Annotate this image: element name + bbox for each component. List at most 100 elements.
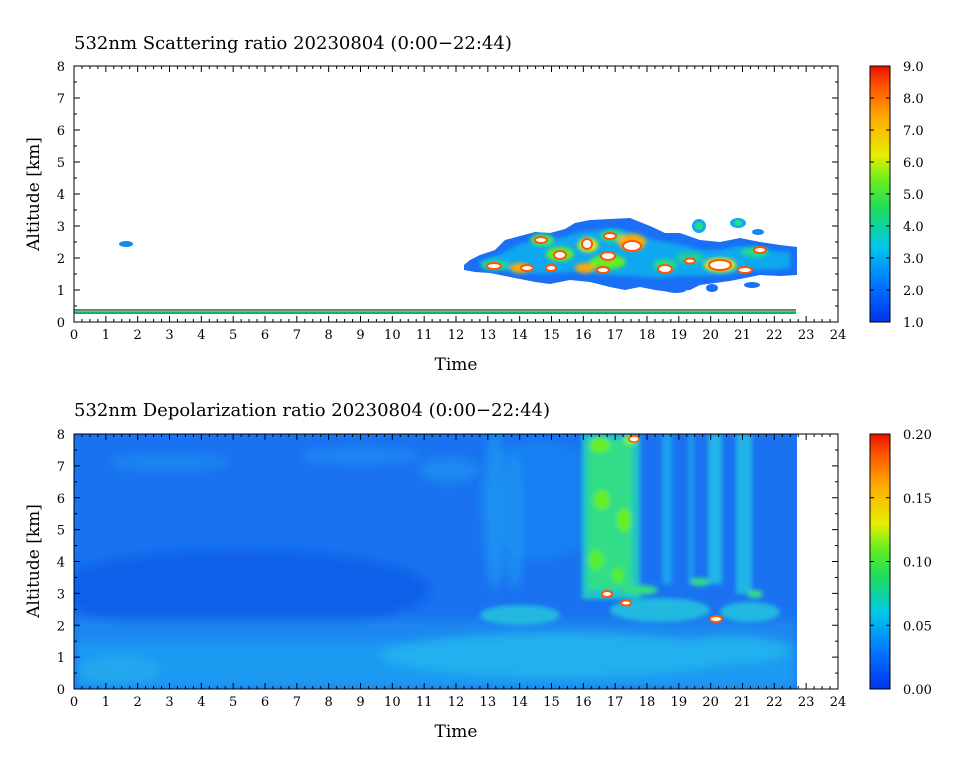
x-tick-label: 6: [261, 695, 269, 710]
depol-cloud-speckle: [480, 605, 560, 625]
x-tick-label: 17: [607, 328, 624, 343]
depol-high-spot: [709, 615, 723, 623]
cloud-core: [600, 251, 616, 261]
x-tick-label: 1: [102, 328, 110, 343]
surface-layer-band-top: [74, 309, 796, 311]
y-tick-label: 6: [57, 492, 65, 507]
y-tick-label: 3: [57, 587, 65, 602]
chart-title-depolarization: 532nm Depolarization ratio 20230804 (0:0…: [74, 400, 550, 421]
depol-streak: [507, 450, 523, 590]
cloud-core: [545, 264, 557, 272]
depolarization-ratio-panel: 532nm Depolarization ratio 20230804 (0:0…: [24, 400, 932, 742]
y-tick-label: 0: [57, 316, 65, 331]
x-tick-label: 15: [543, 328, 560, 343]
cloud-core: [553, 250, 567, 260]
colorbar-tick-label: 0.20: [903, 428, 932, 443]
depol-boundary-patch: [80, 656, 160, 684]
cloud-core: [753, 246, 767, 254]
cloud-patch: [695, 222, 703, 230]
x-tick-label: 8: [325, 695, 333, 710]
y-tick-label: 7: [57, 92, 65, 107]
depol-ice-cell: [612, 567, 624, 583]
x-tick-label: 18: [639, 328, 656, 343]
axes-depolarization: 0 1 2 3 4 5 6 7 8 9 10 11 12 13 14 15 16 17 18 19 20 21 22 23 24…: [57, 428, 847, 710]
x-tick-label: 7: [293, 695, 301, 710]
x-tick-label: 3: [165, 328, 173, 343]
cloud-core: [520, 264, 534, 272]
colorbar-depolarization: 0.00 0.05 0.10 0.15 0.20: [869, 428, 932, 698]
x-tick-label: 2: [134, 328, 142, 343]
y-tick-label: 4: [57, 188, 65, 203]
colorbar-tick-label: 6.0: [903, 156, 924, 171]
x-tick-label: 0: [70, 695, 78, 710]
y-tick-label: 5: [57, 524, 65, 539]
cloud-patch: [734, 220, 742, 226]
depol-ice-cell: [588, 550, 604, 570]
depol-boundary-patch: [380, 633, 740, 677]
x-tick-label: 19: [671, 328, 688, 343]
cloud-patch: [744, 282, 760, 288]
x-tick-label: 23: [798, 695, 815, 710]
cloud-cores: [486, 232, 767, 274]
cloud-cell: [590, 255, 626, 269]
depol-cloud-speckle: [690, 578, 710, 586]
chart-title-scattering: 532nm Scattering ratio 20230804 (0:00−22…: [74, 33, 512, 54]
x-tick-label: 1: [102, 695, 110, 710]
cloud-core: [534, 236, 548, 244]
x-tick-label: 11: [416, 328, 433, 343]
cloud-core: [708, 259, 732, 271]
x-tick-label: 16: [575, 328, 592, 343]
depol-ice-cell: [617, 508, 631, 532]
x-tick-label: 14: [511, 328, 528, 343]
x-tick-label: 19: [671, 695, 688, 710]
y-axis-label: Altitude [km]: [24, 504, 44, 619]
axes-scattering: 0 1 2 3 4 5 6 7 8 9 10 11 12 13 14 15 16 17 18 19 20 21 22 23 24…: [57, 60, 847, 343]
colorbar-tick-label: 0.15: [903, 492, 932, 507]
x-tick-label: 8: [325, 328, 333, 343]
y-tick-label: 2: [57, 252, 65, 267]
y-tick-label: 4: [57, 556, 65, 571]
x-tick-label: 3: [165, 695, 173, 710]
x-tick-label: 20: [702, 328, 719, 343]
depol-high-spot: [620, 599, 632, 607]
cloud-field: [464, 218, 797, 293]
x-tick-label: 9: [356, 695, 364, 710]
y-tick-label: 5: [57, 156, 65, 171]
scattering-plot-area: [74, 66, 838, 322]
depol-streak: [485, 434, 505, 590]
colorbar-tick-label: 7.0: [903, 124, 924, 139]
x-tick-label: 12: [448, 328, 465, 343]
cloud-core: [657, 264, 673, 274]
x-tick-label: 6: [261, 328, 269, 343]
x-tick-label: 11: [416, 695, 433, 710]
colorbar-tick-label: 1.0: [903, 316, 924, 331]
cloud-core: [603, 232, 617, 240]
colorbar-tick-label: 0.10: [903, 556, 932, 571]
cloud-core: [581, 238, 593, 250]
depol-boundary-layer-upper: [74, 620, 797, 642]
depol-ice-column: [688, 434, 694, 584]
colorbar-tick-label: 5.0: [903, 188, 924, 203]
x-tick-label: 24: [830, 695, 847, 710]
x-tick-label: 21: [734, 328, 751, 343]
depol-cloud-speckle: [720, 602, 780, 622]
cloud-core: [486, 262, 502, 270]
depolarization-plot-area: [74, 434, 838, 689]
y-axis-label: Altitude [km]: [24, 137, 44, 252]
cloud-core: [622, 240, 642, 252]
depol-high-spot: [601, 590, 613, 598]
cloud-patch: [706, 284, 718, 292]
colorbar-tick-label: 8.0: [903, 92, 924, 107]
x-tick-label: 20: [702, 695, 719, 710]
x-tick-label: 10: [384, 328, 401, 343]
y-tick-label: 6: [57, 124, 65, 139]
cloud-core: [596, 266, 610, 274]
cloud-cell: [575, 263, 595, 273]
x-tick-label: 24: [830, 328, 847, 343]
colorbar-tick-label: 4.0: [903, 220, 924, 235]
depol-streak: [420, 458, 480, 482]
depol-cloud-speckle: [622, 585, 658, 595]
depol-cloud-speckle: [610, 598, 710, 622]
depol-ice-cell: [594, 490, 610, 510]
